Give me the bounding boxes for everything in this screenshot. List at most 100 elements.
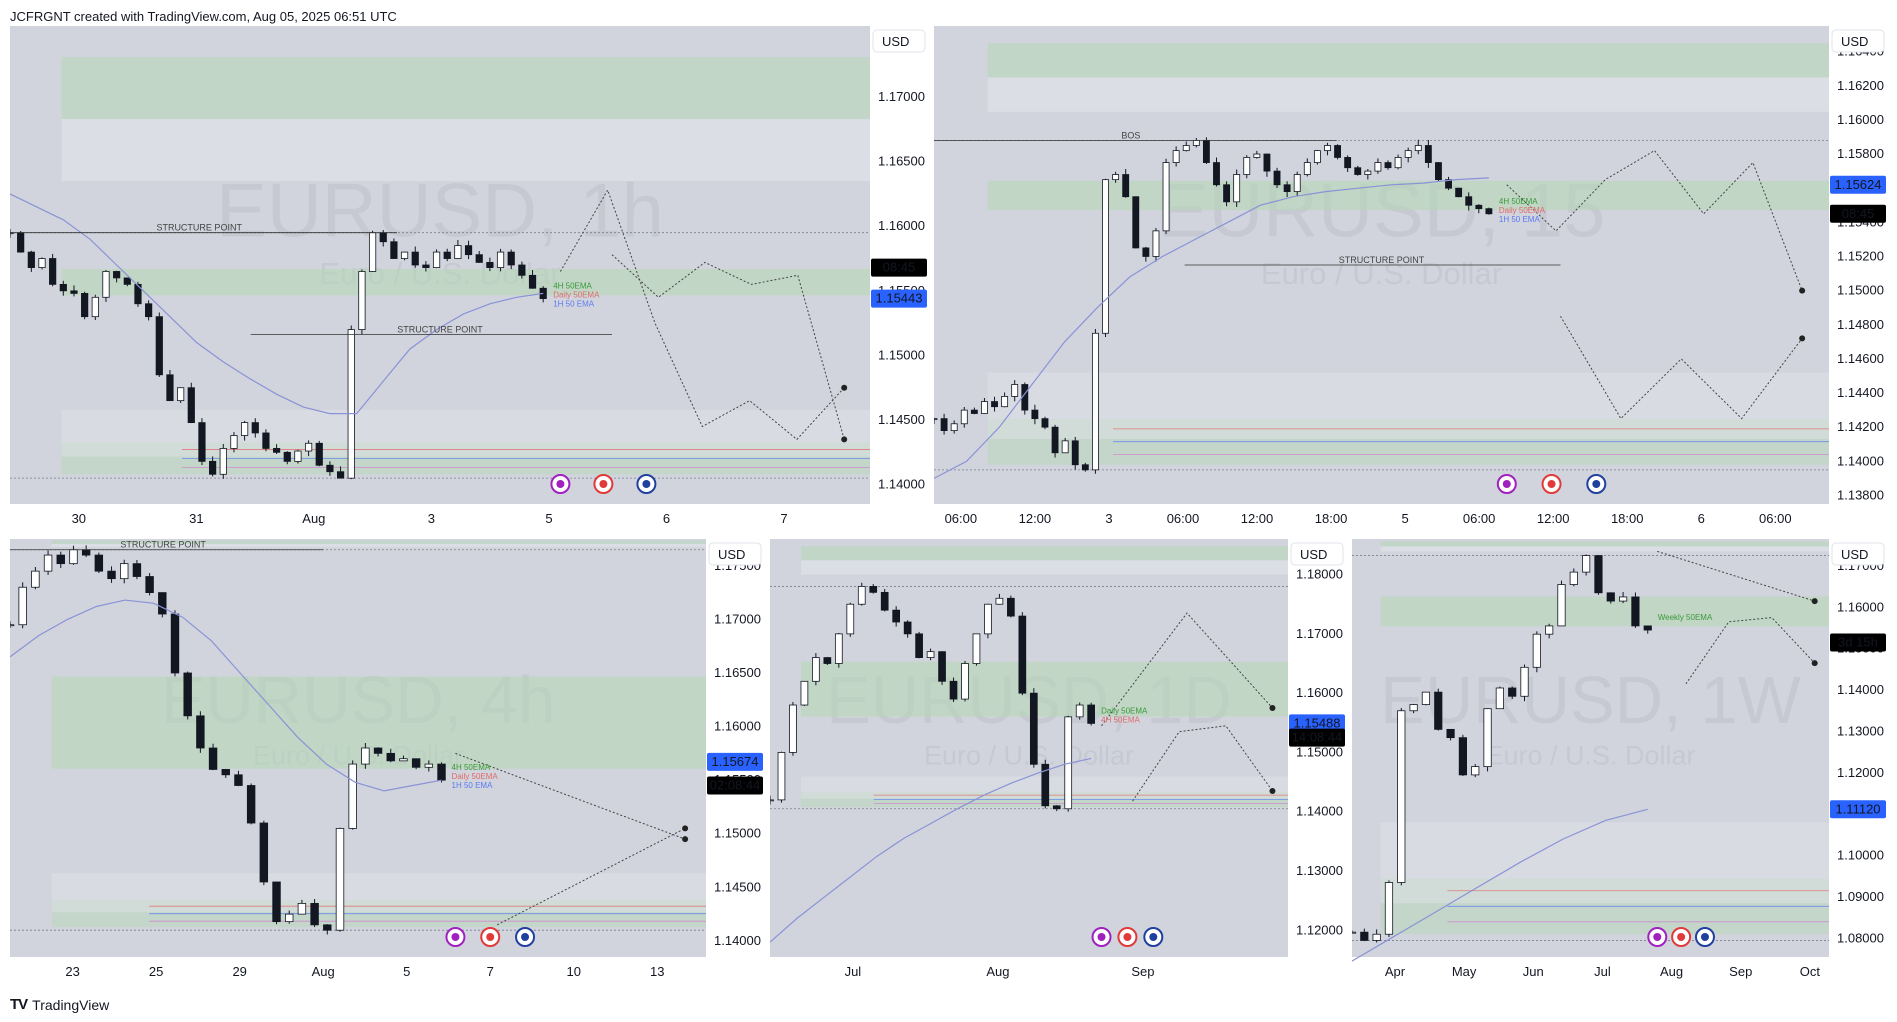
price-tick-label: 1.13000 bbox=[1837, 723, 1884, 738]
projection-endpoint bbox=[1811, 660, 1818, 667]
candle-body bbox=[1253, 153, 1261, 158]
flash-event-icon-core bbox=[451, 933, 460, 941]
zone-2 bbox=[1380, 596, 1829, 627]
candle-body bbox=[107, 570, 116, 580]
chart-header: JCFRGNT created with TradingView.com, Au… bbox=[10, 9, 397, 24]
candle-body bbox=[454, 245, 462, 259]
candle-body bbox=[18, 586, 27, 626]
eu-flag-icon-core bbox=[1700, 933, 1709, 941]
candle-body bbox=[1052, 805, 1061, 810]
time-tick-label: 7 bbox=[780, 511, 787, 526]
zone-1 bbox=[61, 119, 871, 182]
candle-body bbox=[1557, 584, 1566, 627]
candle-body bbox=[166, 374, 174, 402]
projection-path bbox=[611, 254, 845, 440]
price-tag bbox=[1830, 175, 1886, 194]
candle-body bbox=[1122, 174, 1130, 198]
candle-body bbox=[1424, 145, 1432, 163]
zone-0 bbox=[1380, 541, 1829, 547]
eu-flag-icon-core bbox=[1592, 480, 1601, 488]
candle-body bbox=[1446, 728, 1455, 739]
zone-label: 1H 50 EMA bbox=[1499, 215, 1541, 224]
candle-body bbox=[273, 448, 281, 453]
currency-badge bbox=[1831, 29, 1885, 53]
time-tick-label: Aug bbox=[312, 964, 335, 979]
candle-body bbox=[1087, 704, 1096, 724]
price-tick-label: 1.15000 bbox=[714, 826, 761, 841]
candle-body bbox=[196, 715, 205, 749]
structure-label: STRUCTURE POINT bbox=[156, 223, 242, 233]
time-tick-label: 3 bbox=[1105, 511, 1112, 526]
price-tag-label: 1.15488 bbox=[1294, 715, 1341, 730]
candle-body bbox=[443, 251, 451, 259]
chart-panel-1w[interactable]: EURUSD, 1W Euro / U.S. Dollar Weekly 50EMA… bbox=[1352, 539, 1887, 987]
candle-body bbox=[970, 409, 978, 414]
candle-body bbox=[857, 586, 866, 605]
candle-body bbox=[1485, 208, 1493, 215]
candle-body bbox=[81, 549, 91, 556]
candle-body bbox=[230, 435, 238, 449]
candle-body bbox=[10, 624, 15, 627]
chart-panel-15m[interactable]: EURUSD, 15 Euro / U.S. Dollar BOS STRUCTURE… bbox=[934, 26, 1887, 534]
price-tag bbox=[1830, 800, 1886, 819]
time-axis bbox=[10, 504, 870, 534]
candle-body bbox=[432, 251, 441, 268]
time-tick-label: 18:00 bbox=[1611, 511, 1644, 526]
zone-label: 4H 50EMA bbox=[1499, 197, 1538, 206]
chart-svg: EURUSD, 4hEuro / U.S. DollarSTRUCTURE PO… bbox=[10, 539, 764, 987]
candle-body bbox=[1483, 708, 1492, 768]
zone-label: 1H 50 EMA bbox=[452, 781, 494, 790]
price-tag bbox=[1289, 728, 1345, 747]
candle-body bbox=[1445, 179, 1452, 189]
zone-2 bbox=[51, 676, 706, 769]
candle-body bbox=[209, 460, 217, 475]
time-tick-label: 3 bbox=[428, 511, 435, 526]
price-tick-label: 1.16000 bbox=[1837, 599, 1884, 614]
candle-body bbox=[934, 418, 938, 421]
candle-body bbox=[1606, 592, 1615, 602]
projection-path bbox=[1657, 550, 1815, 602]
candle-body bbox=[1011, 384, 1019, 397]
candle-body bbox=[1243, 157, 1251, 175]
price-tick-label: 1.14000 bbox=[1837, 453, 1884, 468]
candle-body bbox=[869, 586, 878, 593]
price-tick-label: 1.12000 bbox=[1296, 922, 1343, 937]
price-tick-label: 1.16000 bbox=[878, 218, 925, 233]
candle-body bbox=[251, 422, 259, 434]
currency-label: USD bbox=[1300, 547, 1327, 562]
zone-4 bbox=[51, 873, 706, 913]
chart-panel-4h[interactable]: EURUSD, 4hEuro / U.S. DollarSTRUCTURE PO… bbox=[10, 539, 764, 987]
chart-panel-1h[interactable]: EURUSD, 1hEuro / U.S. DollarSTRUCTURE PO… bbox=[10, 26, 928, 534]
price-axis bbox=[1288, 539, 1346, 987]
zone-label: Daily 50EMA bbox=[1101, 706, 1148, 715]
symbol-description-watermark: Euro / U.S. Dollar bbox=[1485, 741, 1695, 771]
candle-body bbox=[91, 296, 99, 318]
candle-body bbox=[1081, 464, 1089, 471]
ema-line bbox=[934, 177, 1489, 479]
price-tick-label: 1.14000 bbox=[1837, 682, 1884, 697]
candle-body bbox=[823, 657, 832, 664]
candle-body bbox=[241, 422, 249, 436]
candle-body bbox=[1172, 150, 1180, 163]
price-tick-label: 1.16000 bbox=[1296, 685, 1343, 700]
candle-body bbox=[132, 563, 142, 577]
zone-label: Daily 50EMA bbox=[1499, 206, 1546, 215]
candle-body bbox=[1643, 625, 1652, 631]
projection-path bbox=[1685, 617, 1816, 685]
candle-body bbox=[70, 290, 78, 294]
candle-body bbox=[1091, 332, 1099, 471]
price-tick-label: 1.17000 bbox=[714, 611, 761, 626]
chart-svg: EURUSD, 1hEuro / U.S. DollarSTRUCTURE PO… bbox=[10, 26, 928, 534]
price-tick-label: 1.12000 bbox=[1837, 765, 1884, 780]
price-tag-label: 08:45 bbox=[883, 260, 916, 275]
candle-body bbox=[234, 774, 243, 786]
zone-label: Daily 50EMA bbox=[452, 772, 499, 781]
candle-body bbox=[272, 881, 281, 923]
candle-body bbox=[310, 903, 319, 926]
time-axis bbox=[934, 504, 1829, 534]
candle-body bbox=[1192, 139, 1200, 146]
zone-label: 1H 50 EMA bbox=[553, 300, 595, 309]
us-flag-icon-core bbox=[1677, 933, 1686, 941]
candle-body bbox=[1471, 766, 1480, 776]
